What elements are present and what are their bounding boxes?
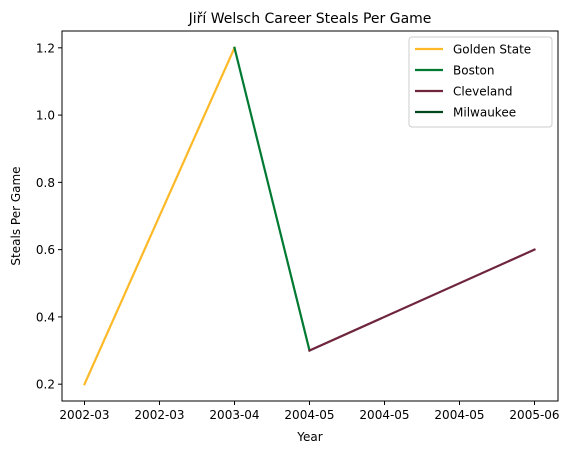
series-line-golden-state (83, 46, 236, 386)
x-tick-label: 2004-05 (359, 408, 409, 422)
x-tick-label: 2004-05 (434, 408, 484, 422)
x-tick-label: 2004-05 (284, 408, 334, 422)
legend-box (408, 36, 553, 128)
y-axis-label: Steals Per Game (9, 166, 23, 265)
series-line-boston (233, 46, 311, 352)
x-tick-label: 2005-06 (509, 408, 559, 422)
ticks-layer: 2002-03 2002-03 2003-04 2004-05 2004-05 2004-… (36, 41, 560, 422)
y-tick-label: 1.0 (36, 109, 55, 123)
y-tick-label: 1.2 (36, 41, 55, 55)
x-tick-label: 2003-04 (209, 408, 259, 422)
series-layer (83, 46, 536, 386)
y-tick-label: 0.4 (36, 310, 55, 324)
legend-label: Golden State (453, 43, 531, 57)
legend-label: Cleveland (453, 85, 513, 99)
chart-title: Jiří Welsch Career Steals Per Game (188, 11, 432, 27)
legend-label: Boston (453, 64, 494, 78)
y-tick-label: 0.6 (36, 243, 55, 257)
x-tick-label: 2002-03 (134, 408, 184, 422)
legend: Golden State Boston Cleveland Milwaukee (408, 36, 553, 128)
legend-label: Milwaukee (453, 106, 516, 120)
x-tick-label: 2002-03 (59, 408, 109, 422)
y-tick-label: 0.2 (36, 378, 55, 392)
y-tick-label: 0.8 (36, 176, 55, 190)
series-line-cleveland (308, 248, 536, 352)
x-axis-label: Year (296, 430, 322, 444)
